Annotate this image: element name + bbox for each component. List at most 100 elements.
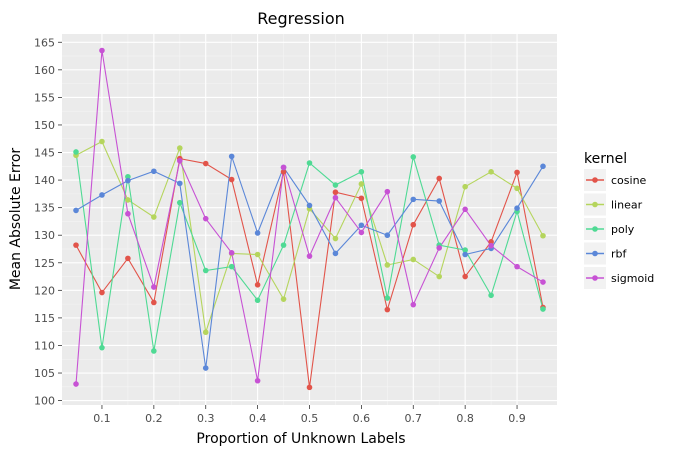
data-point-poly <box>384 295 391 301</box>
data-point-cosine <box>99 289 105 296</box>
x-tick-label: 0.5 <box>301 412 319 425</box>
y-tick-label: 110 <box>34 339 55 352</box>
legend-title: kernel <box>584 151 627 167</box>
x-tick-label: 0.6 <box>353 412 371 425</box>
y-tick-label: 130 <box>34 229 55 242</box>
y-tick-label: 165 <box>34 36 55 49</box>
x-tick-label: 0.9 <box>508 412 526 425</box>
legend-label-linear: linear <box>611 199 643 212</box>
data-point-sigmoid <box>514 263 520 270</box>
data-point-linear <box>99 138 105 145</box>
data-point-rbf <box>410 196 417 203</box>
data-point-linear <box>514 185 520 192</box>
data-point-poly <box>125 173 131 180</box>
x-axis-title: Proportion of Unknown Labels <box>196 431 405 447</box>
data-point-cosine <box>410 221 417 228</box>
data-point-rbf <box>125 177 131 184</box>
data-point-sigmoid <box>99 47 105 54</box>
y-tick-label: 135 <box>34 202 55 215</box>
data-point-rbf <box>358 222 365 229</box>
data-point-sigmoid <box>280 164 287 171</box>
data-point-poly <box>332 182 339 188</box>
data-point-sigmoid <box>540 279 546 285</box>
data-point-rbf <box>151 168 157 175</box>
x-tick-label: 0.3 <box>197 412 215 425</box>
x-tick-label: 0.4 <box>249 412 267 425</box>
plot-area: 100 105 110 115 120 125 130 135 140 145 150 155 160 1… <box>34 34 557 425</box>
data-point-cosine <box>462 273 468 280</box>
data-point-linear <box>488 169 494 175</box>
data-point-poly <box>176 199 183 206</box>
data-point-linear <box>202 329 209 336</box>
legend-key-point-poly <box>592 226 598 232</box>
data-point-rbf <box>176 180 183 187</box>
data-point-linear <box>540 232 546 239</box>
data-point-poly <box>358 169 365 175</box>
legend-label-sigmoid: sigmoid <box>611 272 654 285</box>
data-point-rbf <box>306 202 313 209</box>
y-tick-label: 150 <box>34 119 55 132</box>
x-tick-label: 0.8 <box>456 412 474 425</box>
data-point-poly <box>280 242 287 248</box>
data-point-sigmoid <box>384 188 391 195</box>
data-point-sigmoid <box>73 381 79 387</box>
data-point-poly <box>488 292 494 299</box>
data-point-poly <box>540 306 546 312</box>
data-point-cosine <box>151 299 157 306</box>
y-tick-label: 155 <box>34 91 55 104</box>
data-point-cosine <box>125 255 131 262</box>
data-point-sigmoid <box>254 377 261 384</box>
data-point-cosine <box>332 189 339 196</box>
legend-label-poly: poly <box>611 223 635 236</box>
data-point-cosine <box>280 169 287 175</box>
data-point-linear <box>462 183 468 190</box>
legend-label-rbf: rbf <box>611 248 628 261</box>
data-point-rbf <box>254 230 261 236</box>
y-tick-label: 140 <box>34 174 55 187</box>
data-point-cosine <box>306 384 313 391</box>
data-point-cosine <box>384 306 391 313</box>
y-tick-label: 120 <box>34 284 55 297</box>
data-point-linear <box>384 262 391 268</box>
data-point-linear <box>332 235 339 242</box>
data-point-cosine <box>514 169 520 176</box>
data-point-poly <box>202 267 209 274</box>
data-point-cosine <box>358 195 365 202</box>
y-tick-label: 100 <box>34 395 55 408</box>
data-point-sigmoid <box>462 206 468 213</box>
legend-key-point-linear <box>592 201 598 208</box>
data-point-poly <box>99 344 105 351</box>
data-point-sigmoid <box>332 194 339 201</box>
data-point-rbf <box>228 153 235 160</box>
data-point-poly <box>462 247 468 253</box>
y-tick-label: 115 <box>34 312 55 325</box>
data-point-linear <box>151 214 157 220</box>
data-point-rbf <box>332 250 339 257</box>
x-tick-label: 0.2 <box>145 412 163 425</box>
data-point-sigmoid <box>436 245 443 251</box>
legend: kernel cosine linear poly rbf sigmoid <box>584 151 654 289</box>
data-point-sigmoid <box>410 301 417 308</box>
y-tick-label: 160 <box>34 64 55 77</box>
data-point-linear <box>280 296 287 302</box>
data-point-rbf <box>540 163 546 170</box>
data-point-rbf <box>514 205 520 211</box>
data-point-linear <box>436 273 443 280</box>
data-point-poly <box>254 297 261 304</box>
data-point-cosine <box>488 239 494 245</box>
data-point-sigmoid <box>488 242 494 249</box>
legend-label-cosine: cosine <box>611 174 647 187</box>
data-point-rbf <box>384 232 391 239</box>
data-point-cosine <box>254 282 261 288</box>
y-axis-title: Mean Absolute Error <box>8 148 24 291</box>
chart-title: Regression <box>257 9 345 28</box>
data-point-cosine <box>228 176 235 183</box>
data-point-poly <box>73 149 79 155</box>
data-point-sigmoid <box>151 284 157 290</box>
y-tick-label: 105 <box>34 367 55 380</box>
data-point-cosine <box>436 175 443 182</box>
data-point-linear <box>410 256 417 263</box>
data-point-poly <box>306 160 313 166</box>
legend-key-point-rbf <box>592 250 598 257</box>
